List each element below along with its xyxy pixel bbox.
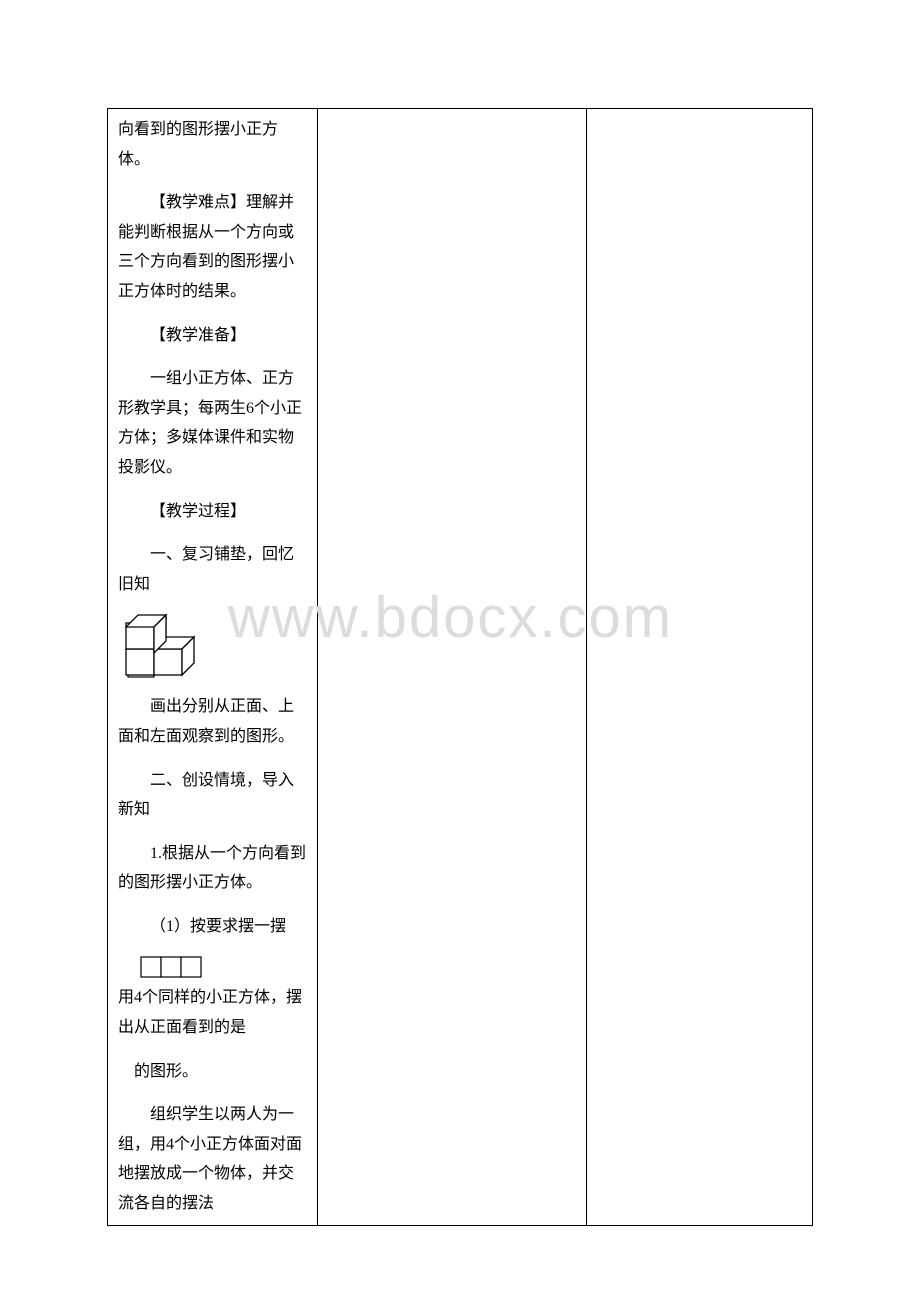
- row-squares-svg-icon: [140, 955, 208, 979]
- cube-isometric-diagram: [118, 613, 228, 678]
- paragraph: 用4个同样的小正方体，摆出从正面看到的是: [118, 983, 307, 1042]
- cube-svg-icon: [118, 613, 228, 678]
- paragraph: 二、创设情境，导入新知: [118, 766, 307, 825]
- paragraph: 向看到的图形摆小正方体。: [118, 115, 307, 174]
- paragraph: 一组小正方体、正方形教学具；每两生6个小正方体；多媒体课件和实物投影仪。: [118, 364, 307, 482]
- table-row: 向看到的图形摆小正方体。 【教学难点】理解并能判断根据从一个方向或三个方向看到的…: [108, 109, 813, 1226]
- column-2-empty: [317, 109, 587, 1226]
- paragraph: 画出分别从正面、上面和左面观察到的图形。: [118, 692, 307, 751]
- paragraph: 组织学生以两人为一组，用4个小正方体面对面地摆放成一个物体，并交流各自的摆法: [118, 1100, 307, 1218]
- page: www.bdocx.com 向看到的图形摆小正方体。 【教学难点】理解并能判断根…: [0, 0, 920, 1302]
- three-squares-row-diagram: [140, 955, 208, 979]
- column-1-content: 向看到的图形摆小正方体。 【教学难点】理解并能判断根据从一个方向或三个方向看到的…: [108, 109, 318, 1226]
- paragraph: 【教学难点】理解并能判断根据从一个方向或三个方向看到的图形摆小正方体时的结果。: [118, 188, 307, 306]
- lesson-plan-table: 向看到的图形摆小正方体。 【教学难点】理解并能判断根据从一个方向或三个方向看到的…: [107, 108, 813, 1226]
- main-table-container: 向看到的图形摆小正方体。 【教学难点】理解并能判断根据从一个方向或三个方向看到的…: [107, 108, 813, 1215]
- paragraph: 的图形。: [118, 1057, 307, 1087]
- paragraph-heading: 【教学准备】: [118, 321, 307, 351]
- column-3-empty: [587, 109, 813, 1226]
- paragraph: 1.根据从一个方向看到的图形摆小正方体。: [118, 839, 307, 898]
- paragraph: （1）按要求摆一摆: [118, 912, 307, 942]
- paragraph-heading: 【教学过程】: [118, 497, 307, 527]
- paragraph: 一、复习铺垫，回忆旧知: [118, 540, 307, 599]
